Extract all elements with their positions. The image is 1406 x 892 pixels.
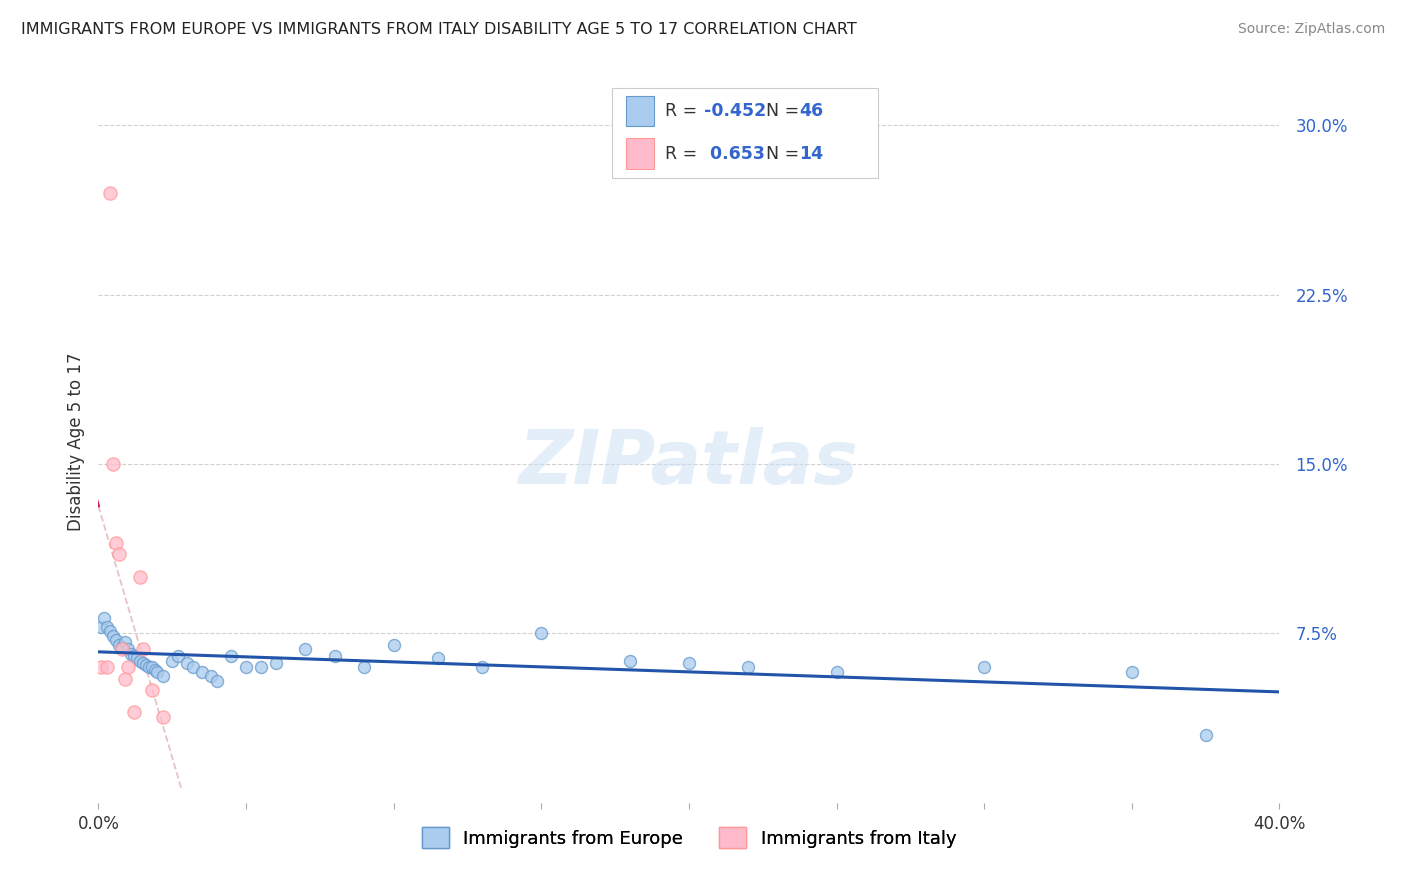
Point (108, 638, 131, 652)
Point (191, 665, 214, 679)
Text: IMMIGRANTS FROM EUROPE VS IMMIGRANTS FROM ITALY DISABILITY AGE 5 TO 17 CORRELATI: IMMIGRANTS FROM EUROPE VS IMMIGRANTS FRO… (21, 22, 856, 37)
Point (128, 570, 150, 584)
Point (132, 656, 155, 670)
Point (146, 665, 169, 679)
Text: 46: 46 (799, 103, 823, 120)
Point (132, 642, 155, 657)
Legend: Immigrants from Europe, Immigrants from Italy: Immigrants from Europe, Immigrants from … (415, 820, 963, 855)
Point (125, 651, 148, 665)
Text: R =: R = (665, 145, 703, 162)
Point (103, 457, 125, 471)
Point (122, 648, 145, 663)
Text: ZIPatlas: ZIPatlas (519, 426, 859, 500)
Point (93, 610, 115, 624)
Point (103, 629, 125, 643)
Point (128, 654, 150, 668)
Point (1195, 728, 1218, 742)
Point (205, 673, 228, 688)
Point (235, 660, 257, 674)
Point (90, 620, 112, 634)
Point (135, 658, 157, 673)
Text: -0.452: -0.452 (704, 103, 766, 120)
Point (221, 648, 243, 663)
Point (1121, 665, 1143, 679)
Point (105, 633, 128, 648)
Point (619, 654, 641, 668)
Point (427, 651, 450, 665)
Point (111, 642, 134, 657)
Y-axis label: Disability Age 5 to 17: Disability Age 5 to 17 (66, 352, 84, 531)
Point (90, 660, 112, 674)
Bar (626, 96, 654, 127)
Text: N =: N = (766, 103, 804, 120)
Point (117, 642, 139, 657)
Point (162, 654, 183, 668)
Point (122, 706, 145, 720)
Point (114, 672, 136, 686)
Bar (626, 138, 654, 169)
Point (152, 669, 174, 683)
Point (111, 640, 134, 654)
Text: 0.653: 0.653 (704, 145, 765, 162)
Point (737, 660, 759, 674)
Point (138, 660, 160, 674)
Point (353, 660, 375, 674)
Point (250, 660, 273, 674)
Point (98, 624, 121, 639)
Text: Source: ZipAtlas.com: Source: ZipAtlas.com (1237, 22, 1385, 37)
Point (98, 186, 121, 201)
Point (264, 656, 287, 670)
Point (323, 648, 346, 663)
Point (114, 635, 136, 649)
Point (152, 710, 174, 724)
Point (530, 626, 553, 640)
Point (382, 638, 405, 652)
Point (181, 660, 204, 674)
Point (176, 656, 198, 670)
Text: R =: R = (665, 103, 703, 120)
Point (471, 660, 494, 674)
Point (117, 660, 139, 674)
Point (678, 656, 700, 670)
Point (96, 620, 118, 634)
Point (294, 642, 316, 657)
Point (200, 669, 222, 683)
Point (108, 548, 131, 562)
Point (973, 660, 995, 674)
Text: N =: N = (766, 145, 804, 162)
Point (96, 660, 118, 674)
FancyBboxPatch shape (612, 87, 877, 178)
Point (141, 682, 163, 697)
Point (825, 665, 848, 679)
Point (141, 660, 163, 674)
Text: 14: 14 (799, 145, 823, 162)
Point (105, 536, 128, 550)
Point (143, 663, 166, 677)
Point (167, 648, 190, 663)
Point (120, 647, 142, 661)
